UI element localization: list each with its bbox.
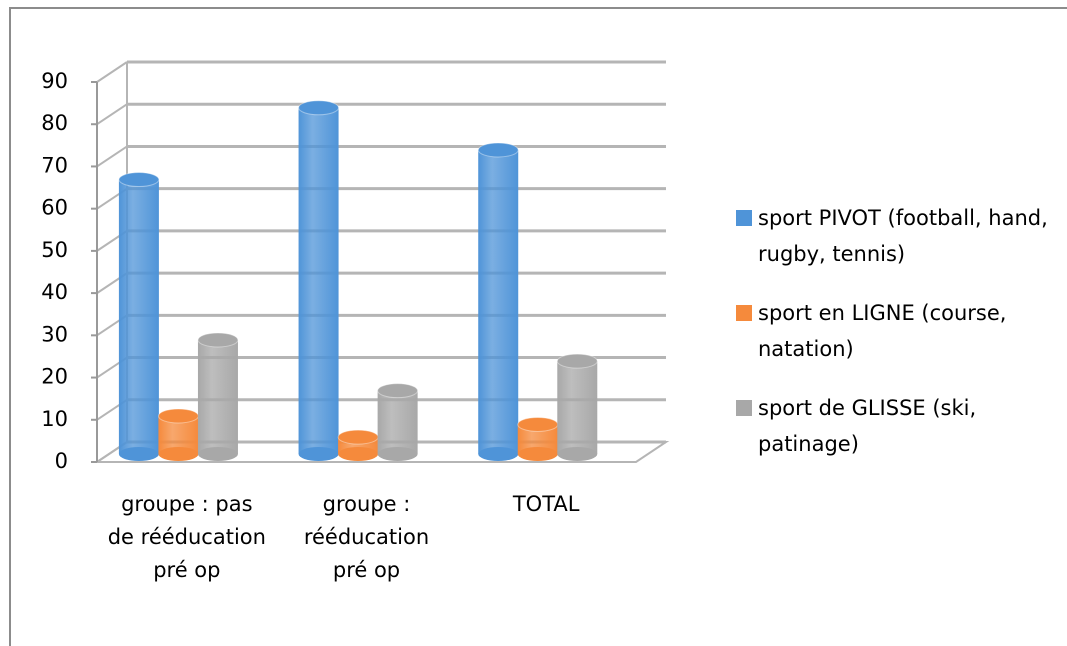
y-tick-label: 60 [41, 196, 68, 220]
bar [118, 172, 160, 461]
chart-border [9, 7, 1067, 646]
bar [197, 332, 239, 461]
x-tick-label: groupe : pas de rééducation pré op [107, 492, 266, 582]
legend-label-box: sport de GLISSE (ski, patinage) [758, 396, 977, 456]
x-tick-label: TOTAL [512, 492, 580, 516]
x-tick-label-box: groupe : pas de rééducation pré op [107, 492, 266, 582]
bar [517, 416, 559, 461]
legend-label-box: sport PIVOT (football, hand, rugby, tenn… [758, 206, 1048, 266]
y-tick-label: 30 [41, 322, 68, 346]
side-grid-line [96, 61, 128, 83]
bar [477, 142, 519, 461]
side-grid-line [96, 145, 128, 168]
x-tick-label: groupe : rééducation pré op [303, 492, 430, 582]
x-tick-label-box: groupe : rééducation pré op [303, 492, 430, 582]
side-grid-line [96, 103, 128, 126]
legend-label-box: sport en LIGNE (course, natation) [758, 301, 1007, 361]
y-tick-label: 20 [41, 365, 68, 389]
y-tick-label: 90 [41, 69, 68, 93]
y-tick-label: 0 [55, 449, 68, 473]
bar [377, 383, 419, 461]
x-tick-label-box: TOTAL [512, 492, 580, 516]
y-tick-label: 40 [41, 280, 68, 304]
legend-label: sport de GLISSE (ski, patinage) [758, 396, 977, 456]
legend-label: sport PIVOT (football, hand, rugby, tenn… [758, 206, 1048, 266]
legend-swatch [736, 305, 752, 321]
legend-swatch [736, 210, 752, 226]
legend-label: sport en LIGNE (course, natation) [758, 301, 1007, 361]
y-tick-label: 10 [41, 407, 68, 431]
y-tick-label: 70 [41, 153, 68, 177]
bar [157, 408, 199, 461]
bar [337, 429, 379, 461]
y-tick-label: 80 [41, 111, 68, 135]
bar [298, 100, 340, 461]
bar [556, 353, 598, 461]
legend-swatch [736, 400, 752, 416]
y-tick-label: 50 [41, 238, 68, 262]
